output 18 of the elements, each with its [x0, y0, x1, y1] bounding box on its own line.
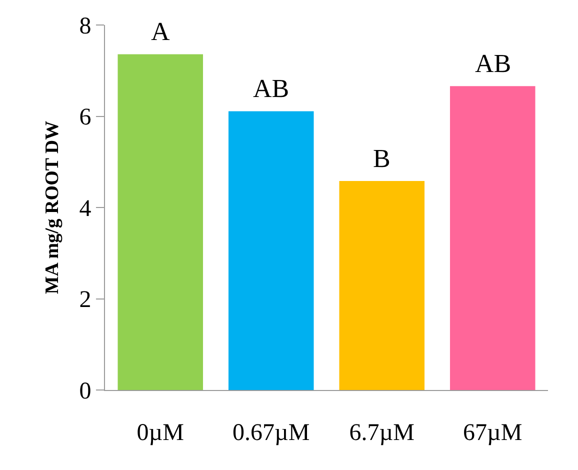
bar: [118, 54, 204, 390]
y-tick-label: 0: [79, 378, 92, 404]
annotation: AB: [475, 49, 512, 78]
x-tick-label: 0.67µM: [232, 420, 310, 446]
bar: [339, 181, 425, 390]
y-tick-label: 8: [79, 13, 92, 40]
x-tick-label: 67µM: [463, 420, 522, 446]
y-tick-label: 2: [79, 287, 92, 314]
x-tick-label: 6.7µM: [349, 420, 414, 446]
x-tick-label: 0µM: [136, 420, 184, 446]
annotation: B: [373, 144, 390, 173]
bar: [450, 86, 536, 390]
annotation: A: [151, 17, 170, 46]
y-tick-label: 4: [79, 196, 92, 222]
y-tick-label: 6: [79, 104, 92, 131]
bar: [228, 111, 314, 390]
y-axis-title: MA mg/g ROOT DW: [42, 120, 64, 294]
annotation: AB: [253, 74, 290, 103]
